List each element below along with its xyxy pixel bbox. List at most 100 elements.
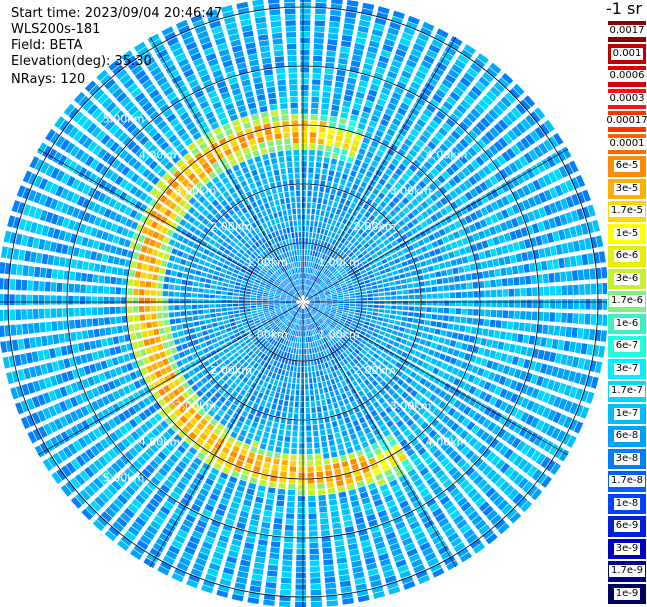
- return-cell: [149, 111, 160, 121]
- return-cell: [313, 295, 320, 299]
- return-cell: [286, 43, 297, 50]
- return-cell: [405, 21, 418, 31]
- return-cell: [141, 468, 152, 479]
- return-cell: [591, 298, 597, 310]
- return-cell: [88, 463, 99, 475]
- return-cell: [292, 303, 298, 305]
- return-cell: [381, 159, 389, 167]
- return-cell: [222, 287, 228, 291]
- return-cell: [291, 114, 299, 120]
- return-cell: [255, 130, 264, 138]
- return-cell: [264, 369, 269, 376]
- return-cell: [391, 296, 397, 300]
- return-cell: [128, 269, 136, 278]
- return-cell: [359, 117, 368, 125]
- return-cell: [314, 448, 321, 454]
- return-cell: [274, 392, 280, 399]
- return-cell: [386, 580, 399, 590]
- return-cell: [75, 272, 82, 281]
- return-cell: [305, 331, 307, 337]
- return-cell: [264, 389, 271, 396]
- return-cell: [77, 437, 88, 449]
- return-cell: [151, 321, 158, 328]
- return-cell: [520, 118, 532, 130]
- return-cell: [138, 297, 145, 304]
- return-cell: [405, 153, 414, 162]
- return-cell: [280, 296, 286, 299]
- return-cell: [185, 41, 198, 51]
- return-cell: [301, 319, 303, 325]
- return-cell: [138, 234, 146, 243]
- return-cell: [567, 285, 573, 296]
- return-cell: [193, 201, 201, 209]
- return-cell: [82, 261, 89, 271]
- return-cell: [52, 228, 61, 240]
- return-cell: [91, 108, 103, 120]
- return-cell: [452, 174, 462, 184]
- return-cell: [286, 303, 292, 305]
- return-cell: [519, 276, 526, 285]
- return-cell: [162, 395, 171, 404]
- return-cell: [310, 262, 313, 268]
- return-cell: [154, 191, 163, 200]
- return-cell: [286, 299, 292, 301]
- return-cell: [259, 105, 268, 113]
- return-cell: [93, 89, 105, 101]
- return-cell: [233, 342, 240, 348]
- return-cell: [348, 261, 354, 267]
- return-cell: [201, 161, 210, 170]
- return-cell: [244, 437, 252, 445]
- return-cell: [278, 285, 284, 290]
- return-cell: [246, 432, 254, 440]
- return-cell: [118, 376, 127, 385]
- return-cell: [9, 294, 15, 306]
- return-cell: [44, 308, 51, 319]
- return-cell: [494, 268, 501, 277]
- return-cell: [220, 432, 228, 440]
- return-cell: [325, 392, 330, 399]
- return-cell: [362, 137, 371, 145]
- return-cell: [412, 43, 425, 53]
- return-cell: [292, 317, 296, 323]
- return-cell: [75, 149, 85, 161]
- return-cell: [424, 280, 431, 286]
- return-cell: [160, 183, 169, 193]
- return-cell: [326, 249, 331, 256]
- return-cell: [247, 597, 260, 605]
- return-cell: [333, 177, 340, 184]
- return-cell: [350, 145, 358, 153]
- return-cell: [175, 159, 185, 168]
- return-cell: [112, 64, 124, 76]
- return-cell: [115, 297, 121, 304]
- return-cell: [462, 117, 473, 127]
- return-cell: [214, 366, 222, 373]
- return-cell: [318, 418, 324, 424]
- return-cell: [280, 283, 286, 288]
- return-cell: [135, 177, 145, 187]
- return-cell: [115, 316, 122, 324]
- return-cell: [235, 420, 243, 428]
- return-cell: [362, 203, 370, 210]
- return-cell: [236, 252, 243, 258]
- return-cell: [142, 485, 154, 496]
- return-cell: [559, 214, 568, 226]
- return-cell: [43, 423, 53, 436]
- return-cell: [12, 248, 20, 260]
- return-cell: [281, 369, 286, 376]
- return-cell: [308, 268, 312, 274]
- return-cell: [273, 193, 279, 200]
- return-cell: [109, 172, 119, 183]
- return-cell: [191, 299, 198, 304]
- return-cell: [230, 374, 237, 381]
- return-cell: [564, 257, 571, 268]
- return-cell: [280, 274, 286, 280]
- return-cell: [525, 114, 536, 127]
- return-cell: [222, 466, 231, 475]
- return-cell: [271, 427, 278, 435]
- return-cell: [328, 493, 337, 500]
- return-cell: [514, 288, 521, 297]
- return-cell: [181, 317, 187, 323]
- return-cell: [322, 162, 329, 169]
- return-cell: [561, 146, 572, 159]
- return-cell: [55, 185, 64, 197]
